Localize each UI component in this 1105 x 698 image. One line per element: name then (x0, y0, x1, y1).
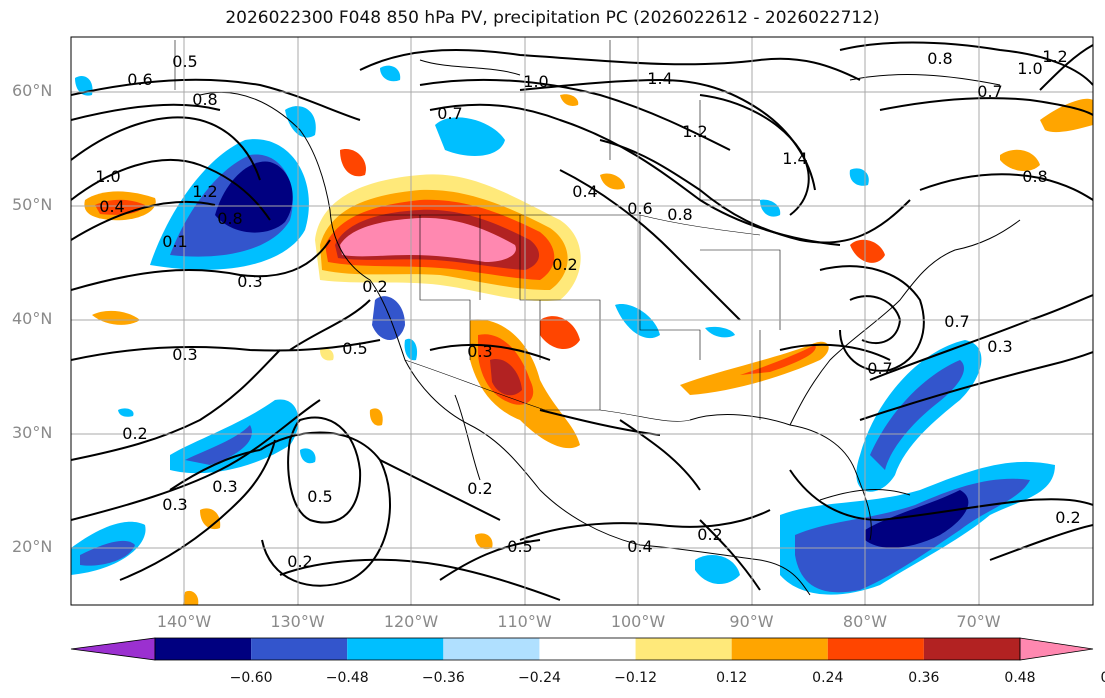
lat-label: 40°N (12, 309, 53, 328)
colorbar-tick-label: −0.24 (517, 670, 561, 686)
colorbar-segment (347, 638, 444, 660)
contour-label: 0.7 (944, 312, 969, 331)
contour-label: 0.1 (162, 232, 187, 251)
contour-label: 0.3 (162, 495, 187, 514)
contour-label: 1.0 (1017, 59, 1042, 78)
lon-label: 130°W (270, 612, 325, 631)
colorbar-arrow-low (70, 637, 156, 661)
lon-label: 120°W (383, 612, 439, 631)
contour-label: 0.5 (172, 52, 197, 71)
lon-label: 100°W (610, 612, 666, 631)
colorbar-tick-label: 0.60 (1100, 670, 1105, 686)
colorbar-tick-label: −0.48 (325, 670, 369, 686)
contour-label: 0.2 (697, 525, 722, 544)
contour-label: 0.8 (217, 209, 242, 228)
contour-label: 1.2 (1042, 47, 1067, 66)
colorbar-tick-label: 0.48 (1004, 670, 1036, 686)
contour-label: 0.4 (99, 197, 124, 216)
lon-label: 110°W (497, 612, 552, 631)
colorbar-segment (251, 638, 348, 660)
borders (174, 40, 781, 422)
lon-label: 80°W (842, 612, 888, 631)
contour-label: 0.7 (977, 82, 1002, 101)
colorbar-arrow-high (1019, 637, 1094, 661)
colorbar-segment (443, 638, 540, 660)
lat-label: 60°N (12, 81, 53, 100)
colorbar-segment (155, 638, 252, 660)
lon-label: 140°W (156, 612, 212, 631)
colorbar (70, 637, 1094, 661)
contour-label: 0.8 (192, 90, 217, 109)
contour-label: 0.4 (572, 182, 597, 201)
contour-label: 1.4 (647, 69, 672, 88)
pv-contours (71, 41, 1093, 601)
contour-label: 0.7 (437, 104, 462, 123)
contour-label: 0.3 (237, 272, 262, 291)
contour-label: 1.2 (192, 182, 217, 201)
contour-label: 0.5 (307, 487, 332, 506)
precip-negative-areas (71, 65, 1055, 595)
colorbar-tick-label: −0.36 (421, 670, 465, 686)
contour-label: 0.2 (467, 479, 492, 498)
colorbar-tick-label: −0.60 (229, 670, 273, 686)
contour-label: 0.6 (127, 70, 152, 89)
contour-label: 0.6 (627, 199, 652, 218)
colorbar-tick-label: 0.24 (812, 670, 844, 686)
graticule (71, 37, 1093, 605)
contour-label: 0.4 (627, 537, 652, 556)
contour-label: 1.2 (682, 122, 707, 141)
colorbar-segment (731, 638, 828, 660)
contour-label: 1.4 (782, 149, 807, 168)
contour-label: 0.7 (867, 359, 892, 378)
colorbar-segment (539, 638, 636, 660)
colorbar-tick-label: −0.12 (614, 670, 657, 686)
contour-label: 1.0 (95, 167, 120, 186)
colorbar-tick-label: 0.36 (908, 670, 940, 686)
contour-label: 0.2 (552, 255, 577, 274)
contour-label: 0.3 (172, 345, 197, 364)
map-frame (70, 36, 1094, 606)
colorbar-tick-label: 0.12 (716, 670, 748, 686)
contour-label: 0.8 (927, 49, 952, 68)
contour-label: 1.0 (523, 72, 548, 91)
lat-label: 50°N (12, 195, 53, 214)
contour-label: 0.2 (287, 552, 312, 571)
colorbar-segment (827, 638, 924, 660)
map-title: 2026022300 F048 850 hPa PV, precipitatio… (225, 8, 880, 28)
contour-label: 0.2 (122, 424, 147, 443)
contour-label: 0.2 (1055, 508, 1080, 527)
contour-label: 0.3 (987, 337, 1012, 356)
contour-label: 0.3 (467, 342, 492, 361)
contour-label: 0.3 (212, 477, 237, 496)
contour-label: 0.8 (1022, 167, 1047, 186)
colorbar-segment (635, 638, 732, 660)
lon-label: 70°W (956, 612, 1001, 631)
colorbar-segment (923, 638, 1020, 660)
lat-label: 20°N (12, 537, 53, 556)
contour-label: 0.5 (507, 537, 532, 556)
contour-label: 0.2 (362, 277, 387, 296)
lat-label: 30°N (12, 423, 53, 442)
contour-label: 0.8 (667, 205, 692, 224)
contour-label: 0.5 (342, 339, 367, 358)
contour-labels: 0.60.50.81.0 1.40.8 1.21.00.70.40.6 0.81.21… (95, 47, 1080, 571)
lon-label: 90°W (729, 612, 774, 631)
